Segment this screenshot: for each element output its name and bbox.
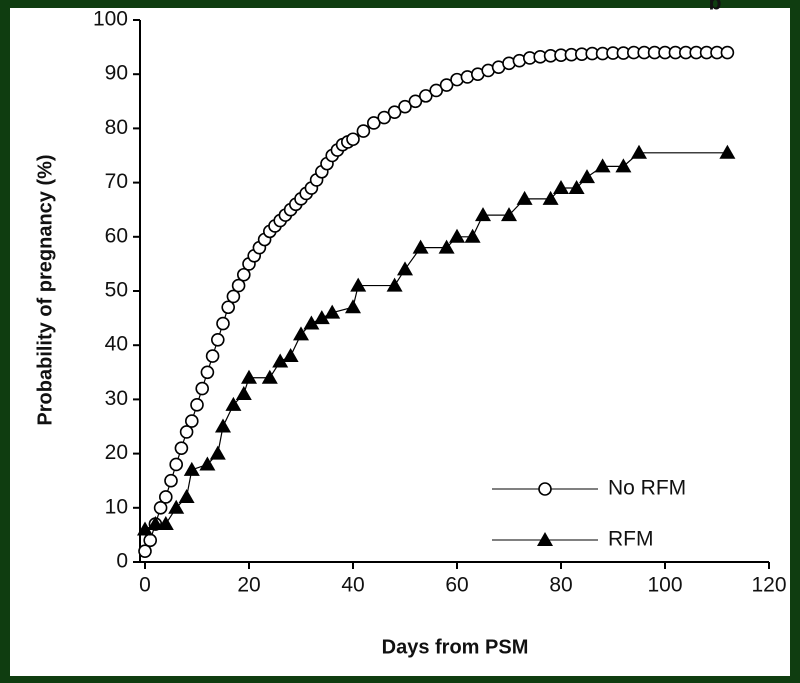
data-point [195, 381, 209, 396]
data-point [209, 445, 226, 460]
data-point [313, 310, 330, 325]
data-point [237, 267, 251, 282]
data-point [346, 132, 360, 147]
y-tick-label: 40 [105, 333, 128, 356]
x-tick-label: 60 [445, 574, 468, 597]
data-point [594, 158, 611, 173]
x-tick-label: 80 [549, 574, 572, 597]
data-point [345, 299, 361, 314]
data-point [226, 289, 241, 304]
data-point [147, 516, 164, 531]
data-point [501, 207, 517, 222]
data-point [475, 207, 491, 222]
data-point [231, 278, 246, 293]
data-point [178, 488, 195, 503]
data-point [185, 414, 199, 428]
data-point [205, 349, 220, 363]
data-point [211, 332, 225, 347]
data-point [159, 490, 173, 504]
data-point [190, 398, 204, 412]
data-point [350, 277, 367, 292]
data-point [408, 94, 423, 109]
x-tick-label: 0 [139, 574, 151, 597]
data-point [174, 441, 189, 455]
data-point [631, 144, 647, 159]
x-tick-label: 20 [237, 574, 260, 597]
data-point [216, 316, 230, 331]
data-point [225, 396, 242, 411]
data-point [366, 116, 381, 130]
data-point [272, 353, 289, 368]
y-tick-label: 70 [105, 170, 128, 193]
data-point [516, 190, 533, 205]
data-point [387, 105, 402, 119]
y-axis-label: Probability of pregnancy (%) [34, 154, 56, 425]
data-point [261, 369, 278, 384]
data-point [397, 261, 413, 276]
data-point [221, 300, 235, 315]
y-tick-label: 0 [116, 550, 128, 573]
data-point [542, 190, 559, 205]
data-point [464, 228, 481, 243]
x-tick-label: 40 [341, 574, 364, 597]
data-point [412, 239, 429, 254]
y-tick-label: 90 [105, 62, 128, 85]
data-point [183, 461, 200, 476]
y-tick-label: 10 [105, 495, 128, 518]
data-point [449, 228, 465, 243]
data-point [537, 532, 553, 546]
y-tick-label: 50 [105, 279, 128, 302]
data-point [356, 124, 371, 138]
panel-letter: b [709, 0, 722, 15]
data-point [568, 180, 585, 195]
legend-label: No RFM [608, 477, 686, 500]
x-axis-label: Days from PSM [382, 636, 529, 658]
data-point [282, 348, 299, 363]
x-tick-label: 120 [751, 574, 786, 597]
x-tick-label: 100 [647, 574, 682, 597]
data-point [398, 99, 412, 114]
data-point [143, 533, 157, 548]
data-point [719, 144, 736, 159]
data-point [324, 304, 341, 319]
data-point [553, 180, 569, 195]
y-tick-label: 20 [105, 441, 128, 464]
data-point [168, 499, 185, 514]
data-point [153, 500, 168, 515]
data-point [235, 385, 252, 400]
data-point [429, 83, 444, 98]
data-point [418, 89, 433, 103]
data-point [241, 369, 257, 384]
data-point [137, 521, 153, 536]
data-point [164, 473, 178, 488]
data-point [199, 456, 216, 471]
y-tick-label: 60 [105, 224, 128, 247]
y-tick-label: 30 [105, 387, 128, 410]
data-point [293, 326, 309, 341]
y-tick-label: 100 [93, 8, 128, 31]
data-point [439, 78, 454, 92]
data-point [157, 516, 174, 531]
data-point [538, 482, 552, 496]
data-point [438, 239, 455, 254]
data-point [386, 277, 403, 292]
data-point [579, 169, 595, 184]
data-point [169, 457, 183, 472]
data-point [179, 425, 194, 439]
data-point [200, 365, 215, 380]
legend-label: RFM [608, 528, 654, 551]
data-point [303, 315, 320, 330]
y-tick-label: 80 [105, 116, 128, 139]
data-point [720, 45, 735, 60]
data-point [615, 158, 632, 173]
data-point [215, 418, 231, 433]
data-point [138, 544, 152, 558]
data-point [377, 110, 392, 125]
